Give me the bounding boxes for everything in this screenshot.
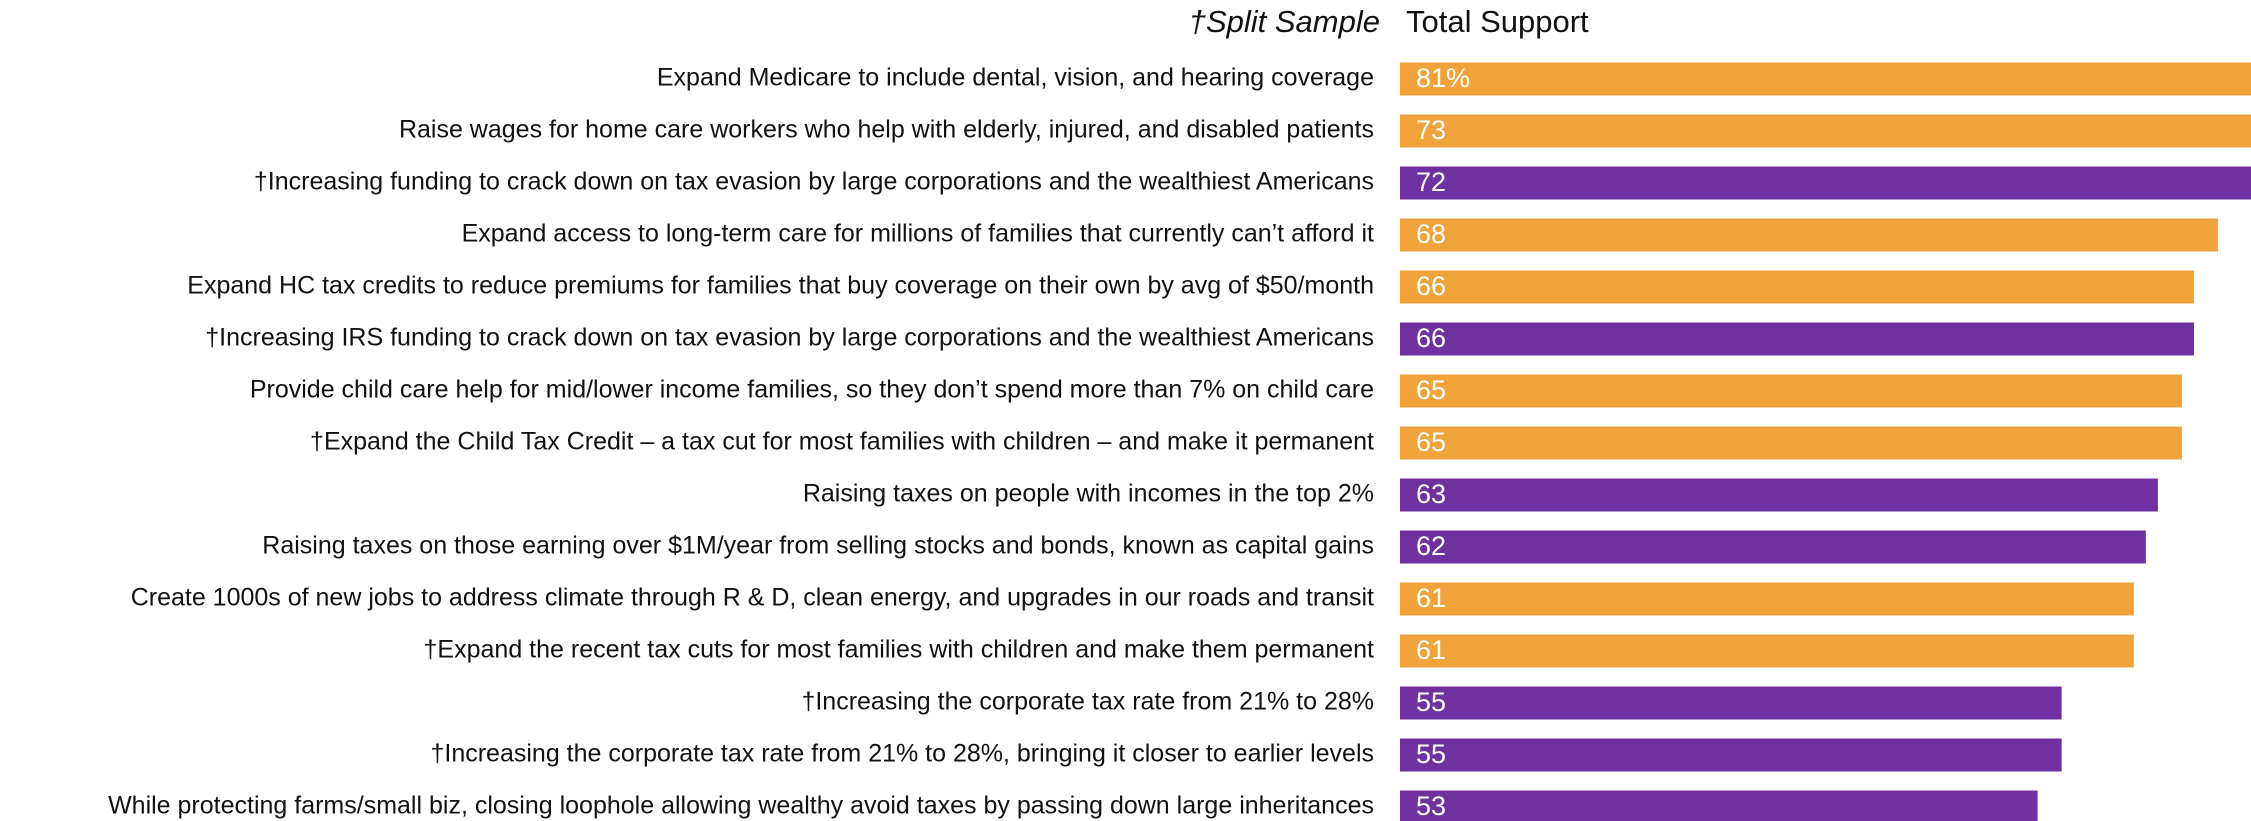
category-label: †Increasing funding to crack down on tax… [254,168,1374,196]
header-left: †Split Sample [1189,4,1380,39]
bar [1400,374,2182,408]
bar [1400,166,2251,200]
bar [1400,582,2134,616]
value-label: 55 [1416,739,1446,769]
category-label: While protecting farms/small biz, closin… [108,792,1374,820]
bar [1400,686,2062,720]
value-label: 63 [1416,479,1446,509]
bar [1400,270,2194,304]
value-label: 53 [1416,791,1446,821]
bar [1400,790,2038,821]
bar [1400,530,2146,564]
header-right: Total Support [1406,4,1589,39]
value-label: 65 [1416,375,1446,405]
value-label: 72 [1416,167,1446,197]
value-label: 66 [1416,323,1446,353]
value-label: 65 [1416,427,1446,457]
value-label: 68 [1416,219,1446,249]
category-label: Provide child care help for mid/lower in… [250,376,1374,404]
bar [1400,478,2158,512]
category-label: †Expand the recent tax cuts for most fam… [424,636,1375,664]
value-label: 73 [1416,115,1446,145]
category-label: †Expand the Child Tax Credit – a tax cut… [310,428,1374,456]
value-label: 61 [1416,583,1446,613]
value-label: 61 [1416,635,1446,665]
value-label: 55 [1416,687,1446,717]
value-label: 62 [1416,531,1446,561]
bar [1400,426,2182,460]
category-label: Expand HC tax credits to reduce premiums… [187,272,1374,300]
category-label: †Increasing the corporate tax rate from … [801,688,1374,716]
category-label: Create 1000s of new jobs to address clim… [131,584,1374,612]
category-label: †Increasing the corporate tax rate from … [430,740,1374,768]
bar [1400,114,2251,148]
bar [1400,218,2219,252]
bar [1400,62,2251,96]
value-label: 66 [1416,271,1446,301]
category-label: Raising taxes on people with incomes in … [803,480,1374,508]
category-label: Raising taxes on those earning over $1M/… [262,532,1374,560]
category-label: Expand access to long-term care for mill… [462,220,1374,248]
value-label: 81% [1416,63,1470,93]
category-label: Raise wages for home care workers who he… [399,116,1374,144]
bar [1400,738,2062,772]
bar [1400,634,2134,668]
bar [1400,322,2194,356]
category-label: †Increasing IRS funding to crack down on… [205,324,1374,352]
category-label: Expand Medicare to include dental, visio… [657,64,1374,92]
